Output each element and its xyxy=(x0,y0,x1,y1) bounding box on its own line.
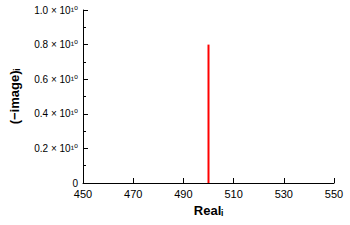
svg-text:450: 450 xyxy=(74,188,92,200)
svg-text:0.4 × 10¹⁰: 0.4 × 10¹⁰ xyxy=(34,108,78,119)
svg-text:0.8 × 10¹⁰: 0.8 × 10¹⁰ xyxy=(34,39,78,50)
svg-text:1.0 × 10¹⁰: 1.0 × 10¹⁰ xyxy=(34,5,78,16)
svg-text:0.2 × 10¹⁰: 0.2 × 10¹⁰ xyxy=(34,143,78,154)
svg-text:Realᵢ: Realᵢ xyxy=(194,203,223,218)
svg-text:(−image)ᵢ: (−image)ᵢ xyxy=(7,69,22,125)
svg-text:530: 530 xyxy=(275,188,293,200)
svg-text:490: 490 xyxy=(174,188,192,200)
svg-text:0.6 × 10¹⁰: 0.6 × 10¹⁰ xyxy=(34,74,78,85)
svg-text:470: 470 xyxy=(124,188,142,200)
svg-text:550: 550 xyxy=(325,188,343,200)
svg-text:510: 510 xyxy=(224,188,242,200)
svg-text:0: 0 xyxy=(72,177,78,189)
